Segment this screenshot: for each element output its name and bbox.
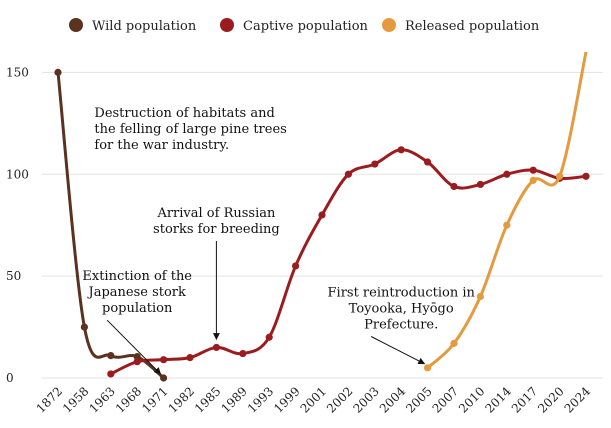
x-tick-label: 2017 [509, 384, 540, 415]
x-tick-label: 1989 [218, 384, 249, 415]
annotation-text: Destruction of habitats and [94, 106, 274, 121]
x-tick-label: 1872 [34, 384, 65, 415]
data-point [292, 262, 300, 270]
x-tick-label: 2001 [298, 384, 329, 415]
series-group [424, 52, 588, 372]
x-tick-label: 2007 [430, 384, 461, 415]
x-tick-label: 2010 [456, 384, 487, 415]
y-tick-label: 0 [6, 371, 14, 385]
annotation-text: for the war industry. [94, 138, 229, 153]
series-layer [54, 52, 590, 382]
x-tick-label: 1958 [60, 384, 91, 415]
data-point [80, 323, 88, 331]
data-point [529, 166, 537, 174]
series-line [426, 52, 588, 370]
x-tick-label: 2005 [403, 384, 434, 415]
data-point [186, 354, 194, 362]
x-tick-label: 1985 [192, 384, 223, 415]
data-point [476, 180, 484, 189]
legend-item: Released population [382, 18, 540, 34]
data-point [424, 158, 432, 166]
x-tick-label: 1963 [86, 384, 117, 415]
series-group [107, 146, 590, 378]
y-tick-label: 50 [6, 269, 21, 283]
data-point [107, 370, 115, 378]
data-point [265, 333, 273, 341]
legend-item: Captive population [220, 18, 369, 34]
y-tick-label: 150 [6, 65, 29, 79]
data-point [582, 172, 590, 180]
annotation-text: Extinction of the [82, 269, 192, 284]
annotation-text: storks for breeding [153, 222, 280, 237]
data-point [424, 364, 432, 372]
data-point [371, 160, 379, 168]
x-tick-label: 2003 [350, 384, 381, 415]
grid-layer [42, 71, 603, 379]
annotation-text: the felling of large pine trees [94, 122, 286, 137]
legend-label: Captive population [243, 19, 369, 34]
legend: Wild population Captive population Release… [69, 18, 540, 34]
data-point [450, 182, 458, 191]
x-tick-label: 1993 [245, 384, 276, 415]
data-point [133, 358, 141, 366]
x-tick-label: 1982 [166, 384, 197, 415]
legend-swatch [220, 18, 234, 32]
x-tick-label: 2004 [377, 384, 409, 416]
data-point [54, 68, 62, 76]
data-point [503, 221, 511, 229]
annotation-arrow [106, 319, 162, 375]
x-tick-label: 1971 [139, 384, 170, 415]
data-point [556, 172, 564, 180]
data-point [160, 356, 168, 364]
data-point [318, 211, 326, 219]
legend-label: Wild population [92, 19, 197, 34]
data-point [529, 176, 537, 184]
x-tick-label: 2024 [562, 384, 594, 416]
series-line [109, 148, 588, 376]
data-point [503, 170, 511, 178]
legend-label: Released population [405, 19, 540, 34]
data-point [239, 349, 247, 358]
legend-swatch [69, 18, 83, 32]
data-point [212, 343, 220, 352]
data-point [397, 146, 405, 154]
x-tick-label: 2002 [324, 384, 355, 415]
annotation-text: Prefecture. [364, 318, 438, 333]
annotation-text: Japanese stork [86, 285, 186, 300]
series-group [54, 68, 168, 382]
annotation-text: population [102, 301, 173, 316]
data-point [107, 351, 115, 360]
annotation-text: Arrival of Russian [156, 206, 276, 221]
data-point [344, 170, 352, 178]
x-tick-label: 2020 [535, 384, 566, 415]
data-point [160, 374, 168, 382]
annotation-arrow [370, 336, 426, 365]
x-tick-label: 1999 [271, 384, 302, 415]
annotation-text: First reintroduction in [328, 286, 476, 301]
data-point [476, 292, 484, 301]
y-tick-label: 100 [6, 167, 29, 181]
legend-swatch [382, 18, 396, 32]
data-point [133, 353, 141, 361]
x-tick-label: 1968 [113, 384, 144, 415]
annotation-text: Toyooka, Hyōgo [349, 302, 454, 317]
legend-item: Wild population [69, 18, 197, 34]
x-tick-label: 2014 [482, 384, 514, 416]
data-point [450, 339, 458, 347]
